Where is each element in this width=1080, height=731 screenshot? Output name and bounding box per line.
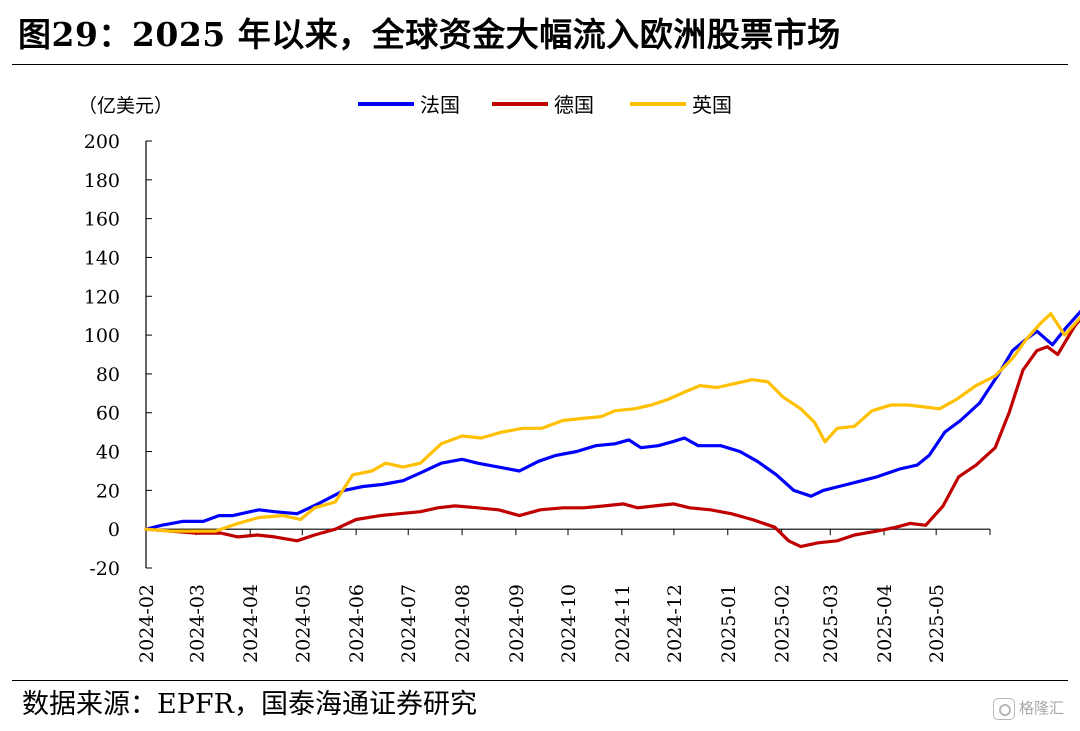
x-tick-label: 2025-02 xyxy=(772,584,794,663)
y-tick-label: 160 xyxy=(84,209,120,231)
x-tick-label: 2024-05 xyxy=(292,584,314,663)
x-tick-label: 2024-10 xyxy=(558,584,580,663)
y-unit-label: （亿美元） xyxy=(78,95,173,117)
series-line-1 xyxy=(144,309,1080,531)
x-tick-label: 2024-02 xyxy=(136,584,158,663)
y-tick-label: 120 xyxy=(84,286,120,308)
x-tick-label: 2024-09 xyxy=(506,584,528,663)
y-tick-label: 180 xyxy=(84,170,120,192)
figure-title: 图29：2025 年以来，全球资金大幅流入欧洲股票市场 xyxy=(18,15,841,54)
series-line-2 xyxy=(144,317,1080,549)
series-lines xyxy=(144,309,1080,549)
y-tick-label: 0 xyxy=(108,519,120,541)
legend-label: 英国 xyxy=(692,93,732,117)
x-tick-label: 2025-01 xyxy=(718,584,740,663)
y-tick-label: 80 xyxy=(96,364,120,386)
y-tick-label: 100 xyxy=(84,325,120,347)
x-tick-label: 2024-11 xyxy=(612,584,634,663)
y-tick-label: 40 xyxy=(96,442,120,464)
y-tick-label: 200 xyxy=(84,131,120,153)
watermark-logo-icon xyxy=(992,697,1015,720)
y-tick-label: 140 xyxy=(84,247,120,269)
x-tick-label: 2025-05 xyxy=(926,584,948,663)
x-tick-label: 2024-03 xyxy=(186,584,208,663)
watermark: 格隆汇 xyxy=(992,695,1064,721)
x-tick-label: 2024-07 xyxy=(398,584,420,663)
watermark-text: 格隆汇 xyxy=(1018,699,1064,717)
source-rule xyxy=(12,680,1068,681)
x-tick-label: 2024-12 xyxy=(664,584,686,663)
legend-label: 法国 xyxy=(420,93,460,117)
legend-label: 德国 xyxy=(554,93,594,117)
x-tick-label: 2024-08 xyxy=(452,584,474,663)
y-axis: -20 0 20 40 60 80 100 120 140 160 180 200 xyxy=(84,131,152,580)
source-note: 数据来源：EPFR，国泰海通证券研究 xyxy=(22,689,477,720)
x-tick-label: 2024-04 xyxy=(240,584,262,663)
y-tick-label: 20 xyxy=(96,480,120,502)
title-rule xyxy=(12,64,1068,65)
y-tick-label: 60 xyxy=(96,403,120,425)
series-line-3 xyxy=(144,312,1080,533)
x-tick-label: 2025-03 xyxy=(820,584,842,663)
x-tick-label: 2024-06 xyxy=(346,584,368,663)
y-tick-label: -20 xyxy=(89,558,120,580)
x-axis: 2024-02 2024-03 2024-04 2024-05 2024-06 2024-… xyxy=(136,528,991,663)
x-tick-label: 2025-04 xyxy=(874,584,896,663)
legend: 法国 德国 英国 xyxy=(358,93,732,117)
